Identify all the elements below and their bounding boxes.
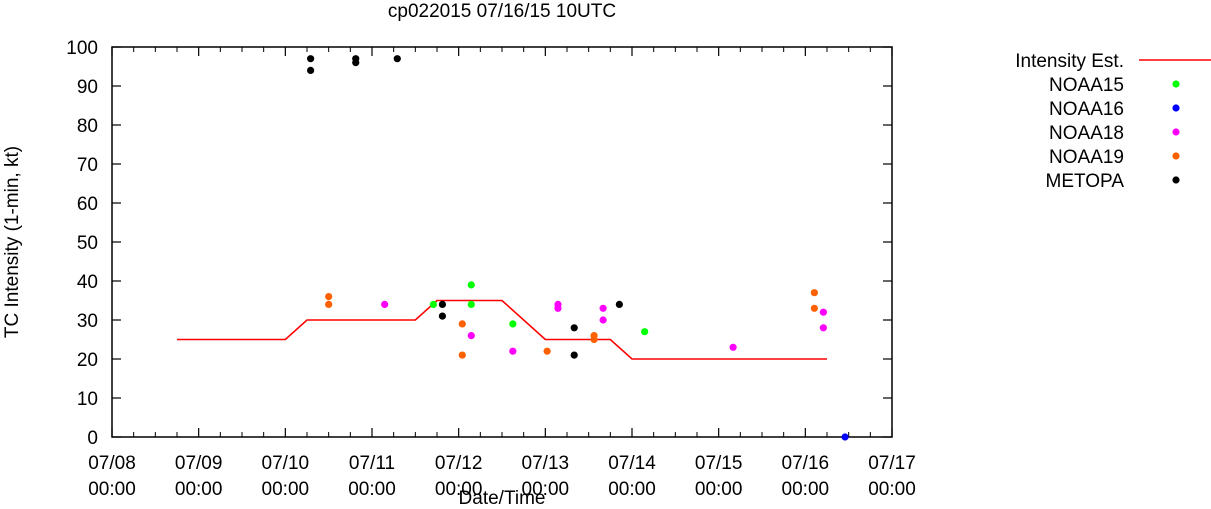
y-tick-label: 10: [77, 389, 98, 410]
data-point-noaa15: [467, 281, 475, 289]
legend-label-intensity-est: Intensity Est.: [1015, 51, 1124, 72]
data-point-noaa16: [841, 433, 849, 441]
data-point-noaa18: [819, 308, 827, 316]
legend: Intensity Est. NOAA15 NOAA16 NOAA18 NOAA19 ME…: [1015, 51, 1211, 192]
legend-label-noaa16: NOAA16: [1049, 99, 1124, 120]
y-tick-label: 50: [77, 233, 98, 254]
data-point-noaa15: [641, 328, 649, 336]
data-point-noaa18: [381, 300, 389, 308]
data-point-noaa15: [467, 300, 475, 308]
series-layer: [177, 55, 849, 441]
data-point-metopa: [393, 55, 401, 63]
legend-swatch-metopa: [1172, 176, 1180, 184]
data-point-noaa19: [590, 335, 598, 344]
data-point-noaa18: [599, 316, 607, 324]
data-point-metopa: [570, 351, 578, 359]
plot-frame: [111, 46, 893, 438]
x-tick-date-label: 07/14: [608, 453, 656, 474]
data-point-noaa15: [509, 320, 517, 328]
series-line-intensity-est: [177, 299, 827, 360]
y-tick-label: 60: [77, 194, 98, 215]
x-axis: 07/08 00:00 07/09 00:00 07/10 00:00 07/11 00:00…: [88, 47, 916, 500]
x-tick-time-label: 00:00: [88, 479, 136, 500]
y-tick-label: 0: [87, 428, 98, 449]
data-point-noaa18: [467, 332, 475, 340]
legend-label-metopa: METOPA: [1046, 171, 1125, 192]
x-tick-date-label: 07/11: [349, 453, 395, 474]
data-point-noaa18: [509, 347, 517, 355]
data-point-noaa19: [543, 347, 551, 355]
x-tick-date-label: 07/09: [175, 453, 223, 474]
chart-title: cp022015 07/16/15 10UTC: [388, 1, 616, 22]
y-tick-label: 30: [77, 311, 98, 332]
legend-swatch-noaa16: [1172, 104, 1180, 112]
x-tick-time-label: 00:00: [522, 479, 570, 500]
data-point-noaa18: [599, 304, 607, 312]
data-point-metopa: [352, 59, 360, 67]
legend-swatch-noaa15: [1172, 80, 1180, 88]
data-point-noaa18: [819, 324, 827, 332]
data-point-metopa: [438, 312, 447, 320]
y-axis: 0 10 20 30 40 50 60 70 80 90 100: [66, 38, 892, 449]
x-tick-date-label: 07/15: [695, 453, 743, 474]
data-point-noaa19: [810, 304, 818, 312]
x-tick-date-label: 07/13: [522, 453, 570, 474]
y-tick-label: 70: [77, 155, 98, 176]
x-tick-date-label: 07/17: [868, 453, 916, 474]
x-tick-time-label: 00:00: [608, 479, 656, 500]
legend-swatch-noaa19: [1172, 152, 1180, 160]
x-tick-time-label: 00:00: [782, 479, 830, 500]
x-tick-time-label: 00:00: [868, 479, 916, 500]
legend-label-noaa18: NOAA18: [1049, 123, 1124, 144]
legend-label-noaa19: NOAA19: [1049, 147, 1124, 168]
data-point-noaa19: [810, 289, 818, 297]
data-point-noaa19: [325, 300, 333, 308]
data-point-metopa: [307, 66, 315, 74]
data-point-metopa: [570, 324, 578, 332]
x-tick-time-label: 00:00: [175, 479, 223, 500]
x-tick-time-label: 00:00: [348, 479, 396, 500]
y-tick-label: 40: [77, 272, 98, 293]
y-tick-label: 90: [77, 77, 98, 98]
legend-swatch-noaa18: [1172, 128, 1180, 136]
data-point-noaa15: [429, 300, 437, 308]
data-point-noaa19: [458, 320, 466, 328]
y-tick-label: 80: [77, 116, 98, 137]
data-point-noaa18: [554, 304, 562, 312]
data-point-metopa: [615, 300, 623, 308]
data-point-noaa18: [729, 343, 737, 351]
data-point-metopa: [307, 55, 315, 63]
x-tick-date-label: 07/12: [435, 453, 483, 474]
y-axis-label: TC Intensity (1-min, kt): [2, 146, 23, 338]
x-axis-label: Date/Time: [459, 488, 546, 509]
legend-label-noaa15: NOAA15: [1049, 75, 1124, 96]
y-tick-label: 100: [66, 38, 98, 59]
data-point-noaa19: [325, 293, 333, 301]
y-tick-label: 20: [77, 350, 98, 371]
x-tick-time-label: 00:00: [262, 479, 310, 500]
x-tick-date-label: 07/10: [262, 453, 310, 474]
data-point-metopa: [438, 300, 447, 308]
data-point-noaa19: [458, 351, 466, 359]
x-tick-date-label: 07/16: [782, 453, 830, 474]
x-tick-time-label: 00:00: [695, 479, 743, 500]
x-tick-date-label: 07/08: [88, 453, 136, 474]
x-tick-time-label: 00:00: [435, 479, 483, 500]
